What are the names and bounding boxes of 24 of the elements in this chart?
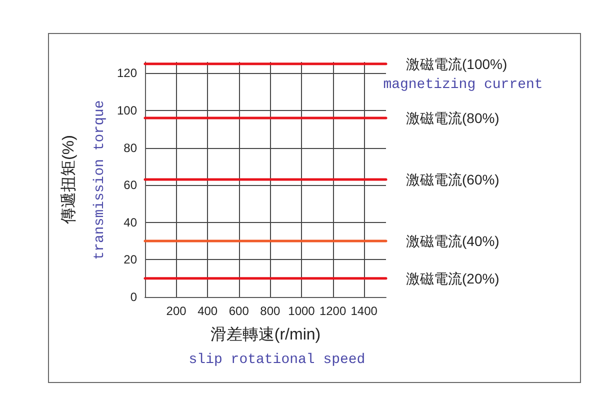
text: transmission torque <box>92 100 108 260</box>
series-label: 激磁電流(40%) <box>406 233 500 250</box>
series-label: 激磁電流(20%) <box>406 270 500 286</box>
x-tick-label: 200 <box>166 304 187 318</box>
y-tick-label: 60 <box>124 178 138 192</box>
series-label: 激磁電流(80%) <box>406 110 500 126</box>
series-label: 激磁電流(60%) <box>406 172 500 188</box>
y-tick-label: 20 <box>124 252 138 267</box>
series-label: 激磁電流(100%) <box>406 56 508 72</box>
y-tick-label: 120 <box>116 66 138 80</box>
x-axis-title: 滑差轉速(r/min) <box>210 326 321 344</box>
x-tick-label: 600 <box>228 304 250 318</box>
x-tick-label: 800 <box>260 304 281 318</box>
text: slip rotational speed <box>188 352 366 368</box>
x-tick-label: 1200 <box>319 304 346 318</box>
y-axis-title: 傳遞扭矩(%) <box>60 135 78 225</box>
y-tick-label: 0 <box>130 290 138 304</box>
annotation: magnetizing current <box>383 77 543 93</box>
y-tick-label: 100 <box>116 103 138 118</box>
y-tick-label: 40 <box>124 215 138 230</box>
x-tick-label: 400 <box>198 304 218 318</box>
x-tick-label: 1000 <box>288 304 316 318</box>
y-tick-label: 80 <box>124 140 138 155</box>
x-tick-label: 1400 <box>350 304 378 318</box>
